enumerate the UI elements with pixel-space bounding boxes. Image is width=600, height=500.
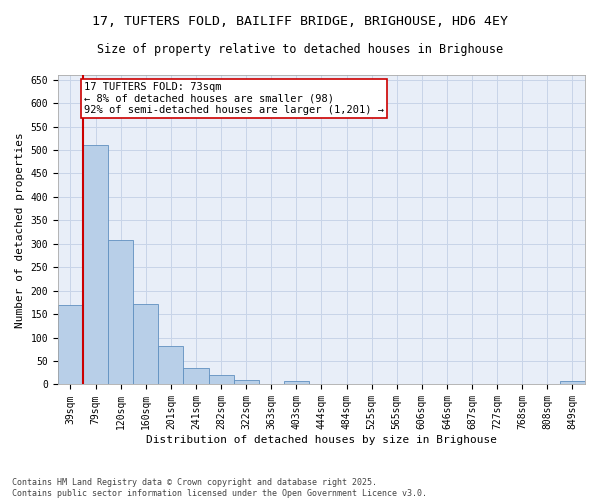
Bar [158,346,184,385]
Bar [209,374,233,384]
Bar [133,304,158,384]
Y-axis label: Number of detached properties: Number of detached properties [15,132,25,328]
Bar [83,146,108,384]
Bar [560,381,585,384]
Bar [284,380,309,384]
Text: 17 TUFTERS FOLD: 73sqm
← 8% of detached houses are smaller (98)
92% of semi-deta: 17 TUFTERS FOLD: 73sqm ← 8% of detached … [84,82,384,115]
X-axis label: Distribution of detached houses by size in Brighouse: Distribution of detached houses by size … [146,435,497,445]
Text: Contains HM Land Registry data © Crown copyright and database right 2025.
Contai: Contains HM Land Registry data © Crown c… [12,478,427,498]
Bar [233,380,259,384]
Text: 17, TUFTERS FOLD, BAILIFF BRIDGE, BRIGHOUSE, HD6 4EY: 17, TUFTERS FOLD, BAILIFF BRIDGE, BRIGHO… [92,15,508,28]
Bar [58,305,83,384]
Bar [184,368,209,384]
Text: Size of property relative to detached houses in Brighouse: Size of property relative to detached ho… [97,42,503,56]
Bar [108,240,133,384]
